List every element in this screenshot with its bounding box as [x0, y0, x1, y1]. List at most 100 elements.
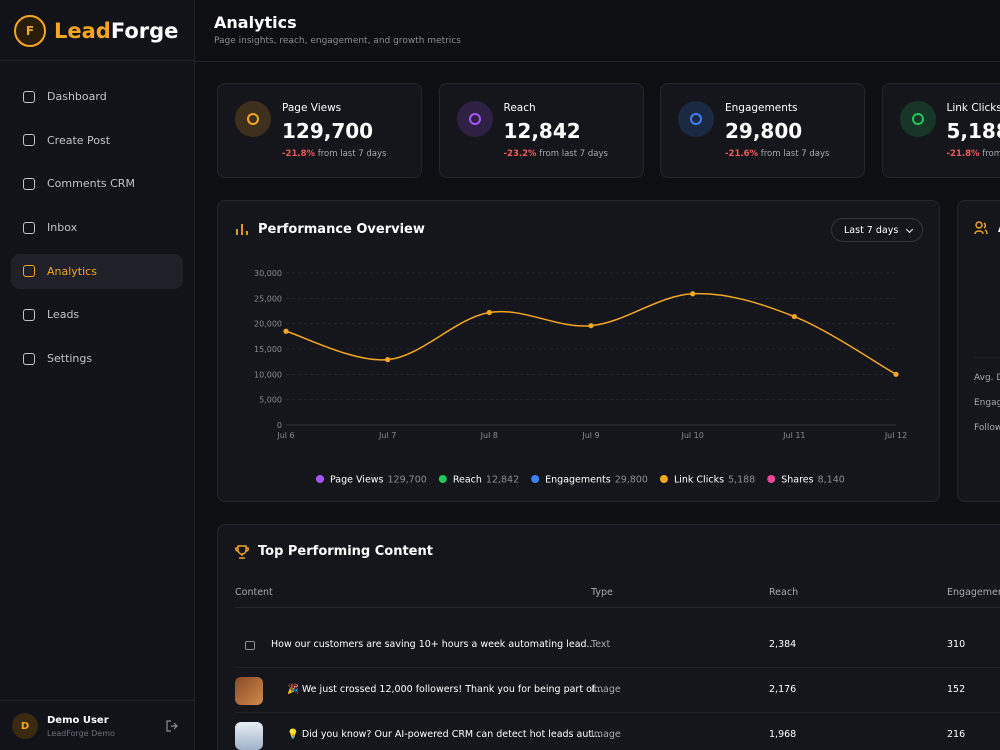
y-tick-label: 0	[277, 421, 282, 430]
table-title: Top Performing Content	[258, 544, 433, 559]
stat-label: Page Views	[282, 102, 342, 114]
range-select[interactable]: Last 7 days	[831, 218, 923, 242]
legend-total: 5,188	[728, 475, 755, 486]
change-note: from last 7 days	[539, 149, 608, 159]
avatar: D	[12, 713, 38, 739]
row-divider	[235, 667, 1000, 668]
brand[interactable]: F Lead Forge	[14, 14, 178, 48]
page-subtitle: Page insights, reach, engagement, and gr…	[214, 36, 461, 46]
stat-card: Page Views 129,700 -21.8% from last 7 days	[217, 83, 422, 178]
nav-icon	[23, 90, 35, 103]
x-tick-label: Jul 10	[680, 431, 703, 440]
nav-label: Comments CRM	[47, 177, 135, 191]
nav-label: Settings	[47, 352, 93, 366]
y-tick-label: 25,000	[254, 294, 282, 303]
cell: 152	[947, 684, 966, 695]
y-tick-label: 30,000	[254, 269, 282, 278]
nav-item[interactable]: Settings	[11, 341, 183, 376]
thumbnail	[235, 677, 263, 705]
stat-change: -21.6% from last 7 days	[725, 149, 829, 159]
point	[588, 323, 594, 329]
stat-label: Engagements	[725, 102, 798, 114]
cell: 1,968	[769, 729, 797, 740]
table-panel: Top Performing Content Content Type Reach E…	[217, 524, 1000, 750]
stat-card: Link Clicks 5,188 -21.8% from	[881, 83, 1000, 178]
cell: 310	[947, 639, 966, 650]
user-name: Demo User	[47, 715, 109, 726]
stat-value: 29,800	[725, 119, 803, 143]
nav-item[interactable]: Create Post	[11, 123, 183, 158]
legend-swatch	[767, 475, 776, 483]
side-panel-title: A	[998, 221, 1000, 236]
metric-label: Engag	[974, 398, 1000, 408]
legend-name: Engagements	[545, 475, 611, 486]
stat-change: -21.8% from last 7 days	[282, 149, 386, 159]
nav-label: Analytics	[47, 264, 97, 278]
nav-item[interactable]: Inbox	[11, 210, 183, 245]
stat-icon	[899, 101, 936, 137]
change-note: from last 7 days	[317, 149, 387, 159]
cell: Image	[591, 729, 621, 740]
chart-title: Performance Overview	[258, 222, 425, 237]
column-header: Content	[235, 587, 273, 598]
nav-label: Inbox	[47, 221, 78, 235]
cell: 2,176	[769, 684, 797, 695]
legend-name: Reach	[453, 475, 482, 486]
side-panel: A Avg. D Engag Follow	[957, 200, 1000, 502]
change: -21.6%	[725, 149, 759, 159]
icon	[690, 113, 702, 125]
change: -21.8%	[282, 149, 316, 159]
legend-total: 12,842	[486, 475, 519, 486]
column-header: Engagement	[947, 587, 1000, 598]
stat-icon	[678, 101, 714, 137]
logout-icon[interactable]	[166, 720, 178, 732]
line	[285, 292, 897, 375]
legend-total: 29,800	[615, 475, 648, 486]
x-tick-label: Jul 11	[782, 431, 805, 440]
stat-value: 12,842	[503, 119, 581, 143]
nav-icon	[23, 177, 35, 190]
main: Analytics Page insights, reach, engageme…	[195, 0, 1000, 750]
point	[893, 371, 899, 377]
nav-item[interactable]: Leads	[11, 297, 183, 332]
x-tick-label: Jul 7	[378, 431, 396, 440]
table-row[interactable]: 💡 Did you know? Our AI-powered CRM can d…	[218, 713, 1000, 750]
change-note: from last 7 days	[760, 149, 830, 159]
point	[283, 328, 289, 334]
change: -21.8%	[946, 149, 980, 159]
y-tick-label: 15,000	[254, 345, 282, 354]
nav-icon	[23, 308, 35, 321]
user-footer[interactable]: D Demo User LeadForge Demo	[0, 700, 195, 750]
nav-item[interactable]: Dashboard	[11, 79, 183, 114]
nav-label: Dashboard	[47, 90, 107, 103]
metric-label: Follow	[974, 423, 1000, 433]
stat-value: 5,188	[946, 119, 1000, 143]
user-org: LeadForge Demo	[47, 729, 115, 738]
stat-change: -23.2% from last 7 days	[504, 149, 608, 159]
stat-value: 129,700	[282, 119, 374, 143]
nav: Dashboard Create Post Comments CRM Inbox Ana…	[11, 79, 183, 385]
y-tick-label: 10,000	[254, 370, 282, 379]
cell: Text	[591, 639, 611, 650]
y-tick-label: 5,000	[259, 396, 282, 405]
nav-item[interactable]: Comments CRM	[11, 166, 183, 201]
cell: 🎉 We just crossed 12,000 followers! Than…	[287, 684, 604, 695]
legend-name: Link Clicks	[674, 475, 724, 486]
cell: 216	[947, 729, 966, 740]
nav-item[interactable]: Analytics	[11, 253, 183, 289]
nav-label: Leads	[47, 308, 80, 322]
table-row[interactable]: How our customers are saving 10+ hours a…	[218, 623, 1000, 668]
legend-swatch	[316, 475, 324, 483]
column-header: Type	[591, 587, 613, 598]
legend-total: 8,140	[818, 475, 845, 486]
legend-swatch	[438, 475, 447, 483]
table-row[interactable]: 🎉 We just crossed 12,000 followers! Than…	[218, 668, 1000, 713]
point	[385, 357, 391, 363]
x-tick-label: Jul 8	[480, 431, 498, 440]
logo: F	[14, 15, 46, 47]
legend-swatch	[531, 475, 540, 483]
thumbnail	[235, 722, 263, 750]
chart-icon	[236, 224, 248, 235]
stat-card: Reach 12,842 -23.2% from last 7 days	[438, 83, 644, 178]
